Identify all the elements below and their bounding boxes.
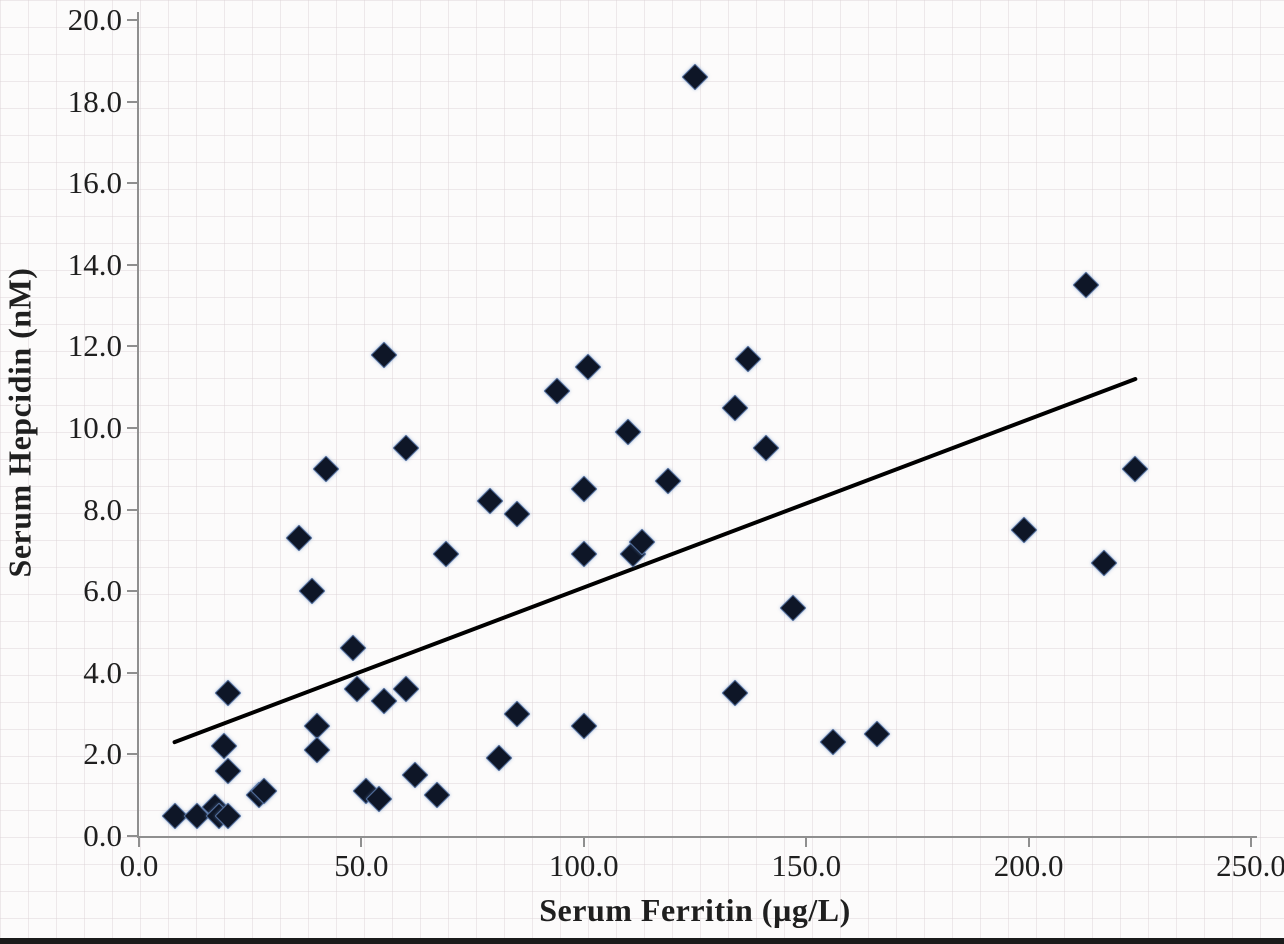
x-tick-label: 50.0 bbox=[334, 848, 389, 883]
y-axis-line bbox=[137, 12, 139, 838]
y-tick-label: 12.0 bbox=[67, 328, 122, 364]
x-tick-mark bbox=[805, 838, 808, 847]
x-tick-mark bbox=[582, 838, 585, 847]
y-tick-label: 0.0 bbox=[83, 818, 122, 853]
y-tick-mark bbox=[127, 671, 138, 674]
bottom-border-bar bbox=[0, 938, 1284, 944]
y-tick-label: 6.0 bbox=[83, 573, 122, 609]
x-tick-label: 250.0 bbox=[1216, 848, 1284, 883]
x-axis-line bbox=[137, 836, 1257, 838]
plot-area bbox=[139, 20, 1251, 836]
y-tick-mark bbox=[127, 100, 138, 103]
x-tick-mark bbox=[1027, 838, 1030, 847]
y-tick-label: 2.0 bbox=[83, 736, 122, 772]
x-tick-mark bbox=[138, 838, 140, 847]
y-tick-mark bbox=[127, 182, 138, 185]
x-tick-label: 0.0 bbox=[119, 848, 159, 883]
x-axis-title: Serum Ferritin (µg/L) bbox=[539, 892, 851, 928]
y-tick-label: 18.0 bbox=[67, 83, 122, 119]
x-tick-mark bbox=[360, 838, 363, 847]
x-tick-label: 150.0 bbox=[771, 848, 842, 883]
y-tick-label: 10.0 bbox=[67, 410, 122, 445]
linear-trend-line bbox=[172, 377, 1138, 745]
y-tick-mark bbox=[127, 263, 138, 266]
x-tick-mark bbox=[1250, 838, 1252, 847]
x-tick-label: 100.0 bbox=[548, 848, 619, 883]
trend-line bbox=[172, 377, 1138, 745]
y-tick-mark bbox=[127, 427, 138, 429]
y-tick-label: 20.0 bbox=[67, 2, 122, 37]
y-tick-label: 8.0 bbox=[83, 491, 122, 527]
y-tick-mark bbox=[127, 19, 138, 21]
x-tick-label: 200.0 bbox=[993, 848, 1064, 883]
y-tick-label: 4.0 bbox=[83, 654, 122, 690]
y-tick-mark bbox=[127, 590, 138, 593]
y-tick-mark bbox=[127, 753, 138, 756]
y-tick-mark bbox=[127, 835, 138, 837]
y-tick-mark bbox=[127, 345, 138, 348]
y-tick-label: 16.0 bbox=[67, 165, 122, 201]
y-tick-mark bbox=[127, 508, 138, 511]
y-tick-label: 14.0 bbox=[67, 246, 122, 282]
